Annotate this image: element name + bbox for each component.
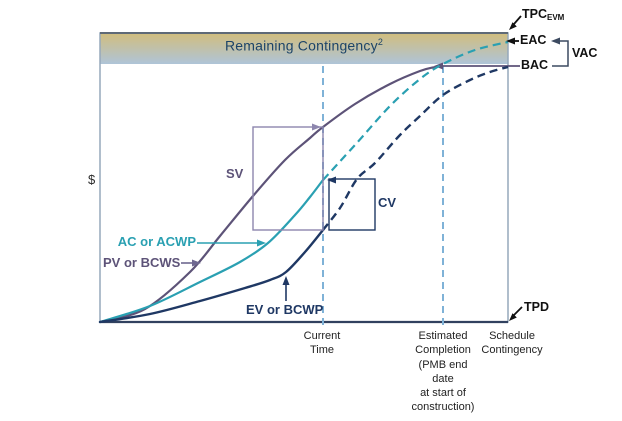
eac-arrow-icon [506,37,515,45]
tpd-label: TPD [524,300,549,314]
pv-arrow-icon [192,259,201,267]
vac-bracket [552,40,569,67]
tpc-arrow-icon [509,22,517,30]
remaining-contingency-superscript: 2 [377,37,384,47]
ev-bcwp-forecast-curve [322,65,509,231]
x-label-schedule-contingency: Schedule Contingency [481,330,543,357]
vac-arrow-icon [551,37,560,45]
ac-acwp-label: AC or ACWP [117,234,196,249]
ac-acwp-curve [98,178,325,324]
cv-label: CV [378,195,397,210]
x-label-current-time: Current Time [303,330,341,357]
pv-bcws-label: PV or BCWS [103,255,181,270]
sv-label: SV [226,166,244,181]
pv-bcws-curve [98,65,437,324]
eac-label: EAC [520,33,547,47]
ac-acwp-forecast-curve [322,40,509,181]
ev-arrow-icon [282,276,290,285]
ac-arrow-icon [257,239,266,247]
plot-border [99,32,509,323]
sv-box [252,126,324,231]
remaining-contingency-text: Remaining Contingency [224,37,378,54]
remaining-contingency-label: Remaining Contingency2 [100,37,508,54]
cv-box [328,178,376,231]
vac-label: VAC [572,46,598,60]
ev-bcwp-label: EV or BCWP [246,302,324,317]
tpc-evm-label: TPCEVM [522,7,564,22]
tpc-text: TPC [522,7,547,21]
tpc-subscript: EVM [547,13,565,22]
bac-label: BAC [521,58,549,72]
y-axis-label: $ [88,172,96,187]
ev-bcwp-curve [98,228,325,324]
tpc-leader-line [513,15,522,25]
x-label-estimated-completion: Estimated Completion (PMB end date at st… [411,330,475,414]
tpd-arrow-icon [509,313,517,321]
sv-arrow-icon [312,123,321,131]
cv-arrow-icon [327,176,336,184]
tpd-leader-line [513,306,523,316]
remaining-contingency-band [100,33,508,64]
